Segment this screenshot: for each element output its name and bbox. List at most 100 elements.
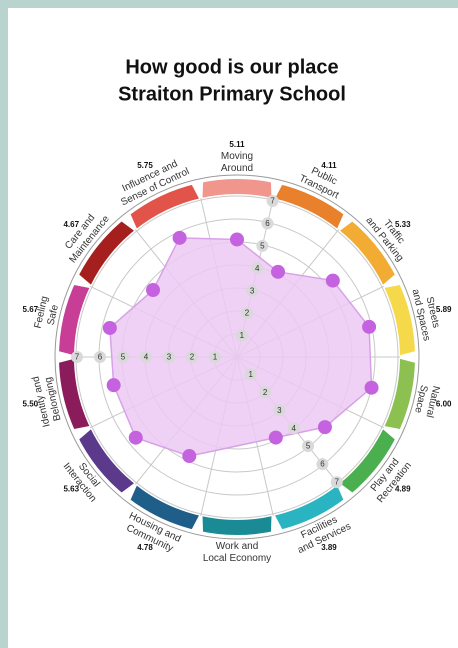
data-point xyxy=(271,264,286,279)
ring-segment xyxy=(59,357,91,435)
ring-segment xyxy=(126,484,201,531)
data-point xyxy=(172,230,187,245)
tick-badge xyxy=(241,307,254,320)
tick-badge xyxy=(251,262,264,275)
tick-label: 3 xyxy=(167,353,172,362)
tick-label: 7 xyxy=(335,478,340,487)
value-label: 5.11 xyxy=(229,140,245,149)
tick-label: 7 xyxy=(75,353,80,362)
category-line: Moving xyxy=(221,151,253,162)
value-label: 4.78 xyxy=(137,543,153,552)
ring-segment xyxy=(197,515,277,536)
tick-label: 1 xyxy=(213,353,218,362)
ring-notch xyxy=(377,424,402,441)
ring-segment xyxy=(76,217,136,287)
ring-notch xyxy=(190,509,204,534)
tick-label: 6 xyxy=(320,460,325,469)
tick-label: 2 xyxy=(263,388,268,397)
tick-label: 5 xyxy=(306,442,311,451)
ring-segment xyxy=(197,179,277,199)
tick-badge xyxy=(259,386,272,399)
value-label: 4.67 xyxy=(63,220,79,229)
tick-label: 7 xyxy=(270,197,275,206)
chart-title: Straiton Primary School xyxy=(118,83,346,105)
data-point xyxy=(146,283,161,298)
tick-label: 4 xyxy=(255,264,260,273)
value-label: 5.50 xyxy=(23,399,39,408)
tick-badge xyxy=(330,476,343,489)
tick-label: 4 xyxy=(144,353,149,362)
category-label: FeelingSafe xyxy=(32,295,60,329)
value-label: 5.33 xyxy=(395,220,411,229)
data-point xyxy=(128,430,143,445)
tick-badge xyxy=(235,329,248,342)
tick-label: 2 xyxy=(245,309,250,318)
tick-label: 1 xyxy=(248,370,253,379)
value-label: 6.00 xyxy=(436,399,452,408)
ring-segment xyxy=(338,427,398,497)
tick-badge xyxy=(163,351,175,363)
ring-notch xyxy=(190,180,204,205)
tick-label: 1 xyxy=(240,331,245,340)
data-point xyxy=(230,232,244,247)
ring-segment xyxy=(273,484,348,531)
ring-segment xyxy=(338,217,398,287)
data-point xyxy=(362,319,377,334)
tick-badge xyxy=(140,351,152,363)
tick-badge xyxy=(261,217,274,230)
tick-badge xyxy=(94,351,106,363)
tick-label: 6 xyxy=(265,219,270,228)
ring-notch xyxy=(57,350,81,364)
category-line: Safe xyxy=(45,303,60,326)
tick-badge xyxy=(302,440,315,453)
ring-notch xyxy=(119,478,140,502)
tick-badge xyxy=(117,351,129,363)
tick-label: 5 xyxy=(121,353,126,362)
tick-label: 6 xyxy=(98,353,103,362)
tick-badge xyxy=(186,351,198,363)
category-label: Work and Local Economy xyxy=(203,541,271,564)
category-text: Streetsand Spaces xyxy=(410,285,444,342)
data-point xyxy=(317,420,332,435)
tick-badge xyxy=(71,351,83,363)
outer-circle xyxy=(54,174,420,540)
area xyxy=(109,237,373,457)
category-label: Moving Around xyxy=(221,151,253,174)
category-text: Identity andBelonging xyxy=(30,373,64,429)
value-label: 5.89 xyxy=(436,305,452,314)
category-text: Moving Around xyxy=(221,151,253,174)
category-line: Work and xyxy=(216,541,259,552)
ring-notch xyxy=(393,350,417,364)
card: How good is our place Straiton Primary S… xyxy=(8,8,458,648)
category-label: Streetsand Spaces xyxy=(410,285,444,342)
data-point xyxy=(364,380,379,395)
tick-label: 4 xyxy=(292,424,297,433)
data-point xyxy=(325,273,340,288)
tick-badge xyxy=(266,195,279,208)
tick-badge xyxy=(256,239,269,252)
value-label: 5.75 xyxy=(137,161,153,170)
data-point xyxy=(102,320,117,335)
tick-badge xyxy=(273,404,286,417)
tick-label: 3 xyxy=(277,406,282,415)
ring-notch xyxy=(334,212,355,236)
ring-segment xyxy=(383,279,415,357)
ring-notch xyxy=(72,273,97,290)
category-line: Local Economy xyxy=(203,553,271,564)
ring-notch xyxy=(377,273,402,290)
data-point xyxy=(268,430,283,445)
ring-notch xyxy=(119,212,140,236)
value-label: 3.89 xyxy=(321,543,337,552)
data-point xyxy=(106,378,121,393)
category-label: NaturalSpace xyxy=(413,384,442,419)
tick-badge xyxy=(316,458,329,471)
tick-label: 3 xyxy=(250,286,255,295)
chart-title: How good is our place xyxy=(125,56,338,78)
value-label: 5.63 xyxy=(63,484,79,493)
ring-segment xyxy=(59,279,91,357)
tick-label: 2 xyxy=(190,353,195,362)
ring-segment xyxy=(76,427,136,497)
tick-label: 5 xyxy=(260,241,265,250)
category-label: Identity andBelonging xyxy=(30,373,64,429)
